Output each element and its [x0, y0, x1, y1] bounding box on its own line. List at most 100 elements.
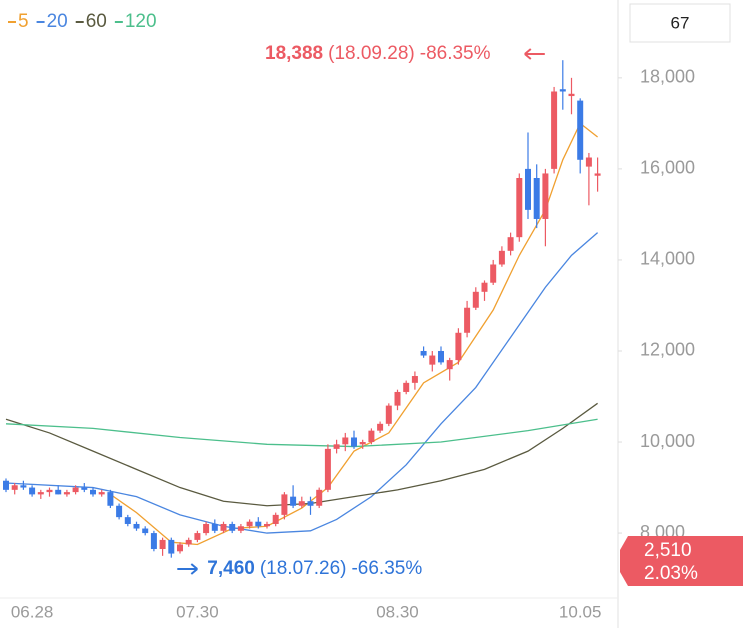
candle-body [264, 523, 270, 527]
candle-body [385, 405, 392, 424]
candle-body [150, 533, 157, 550]
candle-body [307, 501, 314, 506]
candle-body [142, 528, 149, 534]
candle-body [533, 177, 540, 219]
candle-body [516, 177, 523, 238]
candle-body [203, 523, 210, 534]
candle-body [316, 489, 323, 506]
candle-body [359, 442, 366, 445]
annotation: 18,388 (18.09.28) -86.35% [265, 43, 545, 64]
candle-body [11, 485, 18, 490]
ma-line [5, 418, 598, 448]
y-tick-label: 16,000 [640, 158, 695, 178]
legend-label: 120 [125, 11, 157, 32]
candle-body [498, 250, 505, 265]
candle-body [116, 505, 123, 518]
candle-body [107, 492, 114, 506]
candle-body [272, 514, 279, 524]
candle-body [133, 523, 140, 529]
candle-body [90, 489, 96, 495]
candle-body [46, 489, 53, 493]
candle-body [481, 282, 488, 292]
candle-body [177, 544, 183, 552]
candle-body [168, 539, 175, 554]
candle-body [29, 487, 36, 495]
candle-body [72, 487, 79, 493]
price-tag-change: 2,510 [644, 540, 692, 561]
candle-body [159, 539, 166, 550]
candle-body [185, 539, 192, 545]
candle-body [298, 501, 305, 506]
legend-label: 60 [86, 11, 107, 32]
annotation-date: (18.09.28) [328, 43, 415, 64]
legend-label: 5 [18, 11, 29, 32]
candle-body [324, 448, 331, 490]
candle-body [81, 487, 88, 490]
candle-body [194, 533, 201, 540]
candle-body [220, 523, 227, 531]
candle-body [472, 291, 479, 308]
annotation-value: 18,388 [265, 43, 323, 64]
candle-body [229, 523, 236, 531]
candle-body [429, 355, 436, 365]
candle-body [525, 168, 531, 210]
annotation-change: -66.35% [351, 558, 422, 579]
annotation-change: -86.35% [420, 43, 491, 64]
annotation-text: 7,460 (18.07.26) -66.35% [207, 558, 422, 579]
candle-body [368, 430, 375, 443]
ma-line [5, 232, 599, 534]
annotation-arrow [524, 48, 545, 60]
candle-body [55, 489, 62, 495]
x-tick-label: 10.05 [559, 602, 602, 621]
candle-body [255, 521, 262, 527]
candle-body [37, 492, 44, 495]
candle-body [551, 91, 558, 169]
candle-body [124, 517, 131, 524]
price-tag [620, 536, 743, 586]
y-tick-label: 12,000 [640, 340, 695, 360]
header-value: 67 [671, 13, 690, 32]
candle-body [464, 307, 471, 333]
candle-body [507, 237, 514, 251]
candle-body [98, 492, 105, 495]
candle-body [568, 93, 575, 97]
candle-body [542, 173, 549, 219]
price-tag-percent: 2.03% [644, 563, 698, 584]
candle-body [559, 89, 566, 92]
legend-label: 20 [47, 11, 68, 32]
candle-body [20, 485, 27, 488]
candle-body [455, 332, 462, 361]
candle-body [411, 376, 418, 383]
y-tick-label: 18,000 [640, 67, 695, 87]
candle-body [490, 264, 497, 283]
candle-body [3, 480, 9, 490]
annotation: 7,460 (18.07.26) -66.35% [177, 558, 422, 579]
annotation-value: 7,460 [207, 558, 255, 579]
candle-body [577, 100, 584, 160]
y-tick-label: 14,000 [640, 249, 695, 269]
header-box [629, 3, 731, 43]
candle-body [585, 157, 592, 167]
annotation-arrow [177, 563, 198, 575]
candle-body [403, 382, 410, 392]
candle-body [594, 173, 601, 176]
candle-body [290, 496, 297, 506]
annotation-text: 18,388 (18.09.28) -86.35% [265, 43, 491, 64]
x-tick-label: 06.28 [11, 602, 54, 621]
x-tick-label: 07.30 [176, 602, 219, 621]
candle-body [63, 492, 70, 495]
candle-body [420, 350, 427, 356]
annotation-date: (18.07.26) [260, 558, 347, 579]
candle-body [342, 437, 349, 445]
candle-body [446, 360, 453, 370]
candle-body [394, 391, 401, 406]
candle-body [333, 444, 340, 449]
y-tick-label: 10,000 [640, 431, 695, 451]
candle-body [237, 526, 244, 531]
candle-body [351, 437, 357, 447]
candle-body [281, 494, 288, 515]
candle-body [246, 521, 253, 527]
x-tick-label: 08.30 [376, 602, 419, 621]
